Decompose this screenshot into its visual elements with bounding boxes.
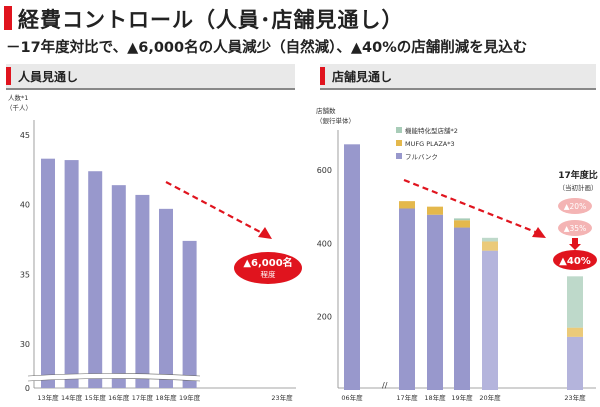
x-tick-label: 18年度 (155, 393, 177, 402)
bar-segment (427, 214, 443, 390)
y-tick-label: 200 (317, 313, 332, 322)
x-tick-label: 20年度 (479, 393, 501, 402)
legend-swatch (396, 127, 402, 133)
x-tick-label: 13年度 (37, 393, 59, 402)
bar (111, 185, 126, 388)
legend-label: 機能特化型店舗*2 (405, 126, 458, 135)
bar (159, 208, 173, 388)
bar (41, 158, 55, 388)
y-axis-unit: （千人） (6, 103, 32, 112)
page-title: 経費コントロール（人員･店舗見通し） (18, 8, 404, 32)
down-arrow (569, 238, 581, 250)
x-tick-label: 15年度 (85, 393, 107, 402)
final-badge-text: ▲40% (559, 256, 591, 267)
legend-label: フルバンク (405, 153, 438, 161)
legend-swatch (396, 153, 402, 159)
bar (64, 160, 79, 388)
bar-segment (344, 144, 360, 390)
bar-segment (482, 241, 498, 251)
step-badge (558, 220, 592, 236)
bar (182, 240, 197, 388)
x-tick-label: 16年度 (108, 393, 130, 402)
y-axis-label: 店舗数 (316, 106, 336, 115)
y-tick-label: 30 (20, 340, 30, 349)
bar-segment (567, 336, 583, 390)
x-tick-label: 19年度 (451, 393, 473, 402)
section-header-branches: 店舗見通し (320, 64, 596, 90)
reduction-badge-subtext: 程度 (261, 269, 276, 279)
y-tick-label: 45 (20, 131, 30, 140)
bar (135, 194, 150, 388)
bar-segment (482, 250, 498, 390)
bar-segment (454, 218, 470, 221)
bar-segment (567, 276, 583, 328)
y-tick-label: 40 (20, 201, 30, 210)
bar-segment (427, 206, 443, 215)
reduction-badge-text: ▲6,000名 (243, 256, 292, 269)
x-tick-label: 17年度 (396, 393, 418, 402)
step-badge-text: ▲20% (564, 202, 586, 211)
section-title-branches: 店舗見通し (332, 70, 393, 84)
axis-break-mark: // (382, 381, 388, 390)
bar-segment (482, 237, 498, 242)
x-tick-label: 18年度 (424, 393, 446, 402)
section-title-staff: 人員見通し (18, 70, 79, 84)
bar-segment (399, 201, 415, 209)
legend-swatch (396, 140, 402, 146)
bar-segment (454, 220, 470, 228)
y-tick-label: 35 (20, 270, 30, 279)
title-accent-bar (4, 6, 12, 30)
trend-arrow (165, 181, 265, 235)
x-tick-label: 17年度 (132, 393, 154, 402)
legend-label: MUFG PLAZA*3 (405, 140, 455, 148)
x-tick-label: 06年度 (341, 393, 363, 402)
x-tick-label: 14年度 (61, 393, 83, 402)
annotation-subheader: （当初計画） (559, 183, 598, 192)
step-badge-text: ▲35% (564, 224, 586, 233)
trend-arrow (403, 178, 539, 235)
y-axis-label: 人数*1 (8, 93, 28, 102)
trend-arrowhead (258, 227, 272, 239)
y-tick-label: 400 (317, 239, 332, 248)
axis-break-line (27, 373, 201, 377)
bar (88, 171, 103, 388)
x-tick-label: 23年度 (564, 393, 586, 402)
y-axis-unit: （銀行単体） (316, 116, 355, 125)
page-subtitle: －17年度対比で、▲6,000名の人員減少（自然減）、▲40%の店舗削減を見込む (6, 40, 528, 56)
trend-arrowhead (532, 227, 546, 238)
x-tick-label: 19年度 (179, 393, 201, 402)
y-tick-label: 600 (317, 166, 332, 175)
x-tick-label: 23年度 (271, 393, 293, 402)
section-accent-bar (320, 67, 325, 85)
final-badge (553, 250, 597, 270)
bar-segment (399, 208, 415, 390)
axis-break-line (27, 378, 201, 382)
step-badge (558, 198, 592, 214)
y-tick-label: 0 (25, 384, 30, 393)
bar-segment (454, 227, 470, 390)
annotation-header: 17年度比 (558, 169, 598, 181)
section-header-staff: 人員見通し (6, 64, 295, 90)
reduction-badge (234, 252, 302, 284)
section-accent-bar (6, 67, 11, 85)
bar-segment (567, 327, 583, 337)
